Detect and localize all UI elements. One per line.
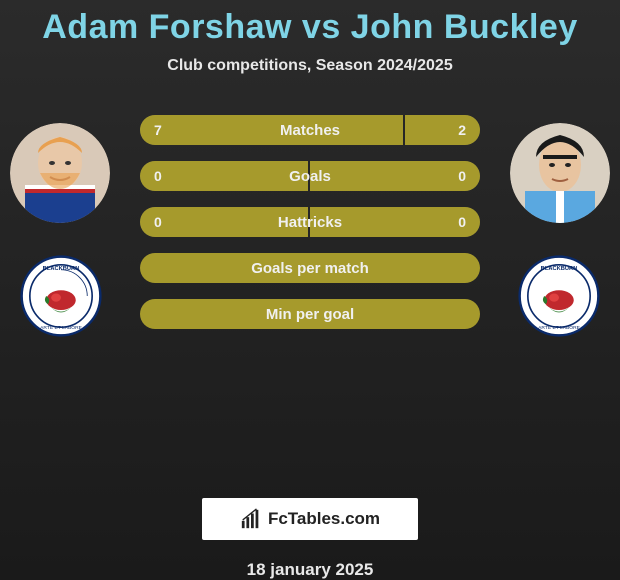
club-crest-icon: BLACKBURN ARTE ET LABORE [518, 255, 600, 337]
chart-icon [240, 508, 262, 530]
stat-left-value: 7 [154, 115, 162, 145]
stat-row: Goals per match [140, 253, 480, 283]
club-crest-icon: BLACKBURN ARTE ET LABORE [20, 255, 102, 337]
stat-left-value: 0 [154, 161, 162, 191]
bar-left-fill [140, 207, 310, 237]
bar-right-fill [405, 115, 480, 145]
svg-text:BLACKBURN: BLACKBURN [43, 266, 80, 272]
page-subtitle: Club competitions, Season 2024/2025 [167, 57, 452, 75]
watermark: FcTables.com [202, 498, 418, 540]
date-label: 18 january 2025 [247, 560, 374, 580]
stat-right-value: 2 [458, 115, 466, 145]
stat-row: Min per goal [140, 299, 480, 329]
page-title: Adam Forshaw vs John Buckley [42, 8, 578, 47]
stat-right-value: 0 [458, 161, 466, 191]
stat-label: Goals per match [140, 253, 480, 283]
bar-right-fill [310, 207, 480, 237]
svg-text:BLACKBURN: BLACKBURN [541, 266, 578, 272]
bar-left-fill [140, 115, 405, 145]
club-right-crest: BLACKBURN ARTE ET LABORE [518, 255, 600, 337]
stat-right-value: 0 [458, 207, 466, 237]
watermark-text: FcTables.com [268, 509, 380, 529]
main-area: BLACKBURN ARTE ET LABORE BLACKBURN ARTE … [0, 95, 620, 258]
avatar-placeholder-icon [10, 123, 110, 223]
player-right-avatar [510, 123, 610, 223]
svg-text:ARTE ET LABORE: ARTE ET LABORE [538, 325, 581, 331]
stat-row: 00Hattricks [140, 207, 480, 237]
bar-right-fill [310, 161, 480, 191]
avatar-placeholder-icon [510, 123, 610, 223]
bar-left-fill [140, 161, 310, 191]
stat-row: 00Goals [140, 161, 480, 191]
svg-text:ARTE ET LABORE: ARTE ET LABORE [40, 325, 83, 331]
stat-row: 72Matches [140, 115, 480, 145]
club-left-crest: BLACKBURN ARTE ET LABORE [20, 255, 102, 337]
stat-label: Min per goal [140, 299, 480, 329]
player-left-avatar [10, 123, 110, 223]
comparison-card: Adam Forshaw vs John Buckley Club compet… [0, 0, 620, 580]
stat-bars: 72Matches00Goals00HattricksGoals per mat… [140, 115, 480, 345]
stat-left-value: 0 [154, 207, 162, 237]
